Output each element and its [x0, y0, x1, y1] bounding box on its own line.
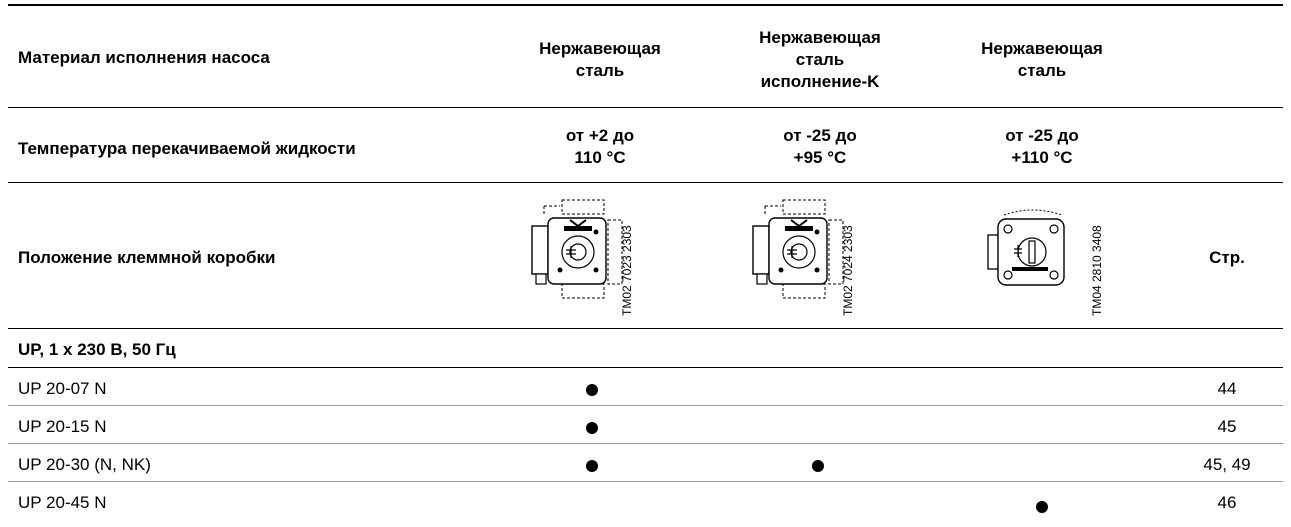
row-divider — [8, 405, 1283, 406]
page-column-header: Стр. — [1209, 248, 1245, 267]
section-title: UP, 1 x 230 В, 50 Гц — [18, 340, 176, 359]
temperature-col1: от +2 до 110 °C — [565, 126, 635, 167]
drawing-code-3: TM04 2810 3408 — [1090, 225, 1104, 316]
table-top-border — [8, 4, 1283, 6]
temperature-label: Температура перекачиваемой жидкости — [18, 139, 356, 158]
row-divider — [8, 328, 1283, 329]
pump-drawing-2 — [752, 199, 844, 299]
material-label: Материал исполнения насоса — [18, 48, 270, 67]
row-page: 45, 49 — [1203, 455, 1251, 474]
row-model-name: UP 20-07 N — [18, 379, 107, 398]
availability-dot — [586, 422, 598, 434]
material-col1: Нержавеющая сталь — [539, 39, 661, 80]
availability-dot — [586, 384, 598, 396]
availability-dot — [1036, 501, 1048, 513]
drawing-code-1: TM02 7023 2303 — [620, 225, 634, 316]
pump-drawing-3 — [987, 209, 1065, 286]
temperature-col2: от -25 до +95 °C — [783, 126, 857, 167]
terminal-box-label: Положение клеммной коробки — [18, 248, 276, 267]
row-divider — [8, 182, 1283, 183]
row-divider — [8, 107, 1283, 108]
availability-dot — [812, 460, 824, 472]
row-page: 45 — [1217, 417, 1237, 436]
row-model-name: UP 20-45 N — [18, 493, 107, 512]
temperature-col3: от -25 до +110 °C — [1005, 126, 1079, 167]
availability-dot — [586, 460, 598, 472]
row-divider — [8, 443, 1283, 444]
drawing-code-2: TM02 7024 2303 — [841, 225, 855, 316]
material-col2: Нержавеющая сталь исполнение-K — [759, 28, 881, 91]
row-page: 44 — [1217, 379, 1237, 398]
row-page: 46 — [1217, 493, 1237, 512]
row-model-name: UP 20-30 (N, NK) — [18, 455, 151, 474]
material-col3: Нержавеющая сталь — [981, 39, 1103, 80]
row-divider — [8, 367, 1283, 368]
pump-drawing-1 — [531, 199, 623, 299]
row-divider — [8, 481, 1283, 482]
row-model-name: UP 20-15 N — [18, 417, 107, 436]
